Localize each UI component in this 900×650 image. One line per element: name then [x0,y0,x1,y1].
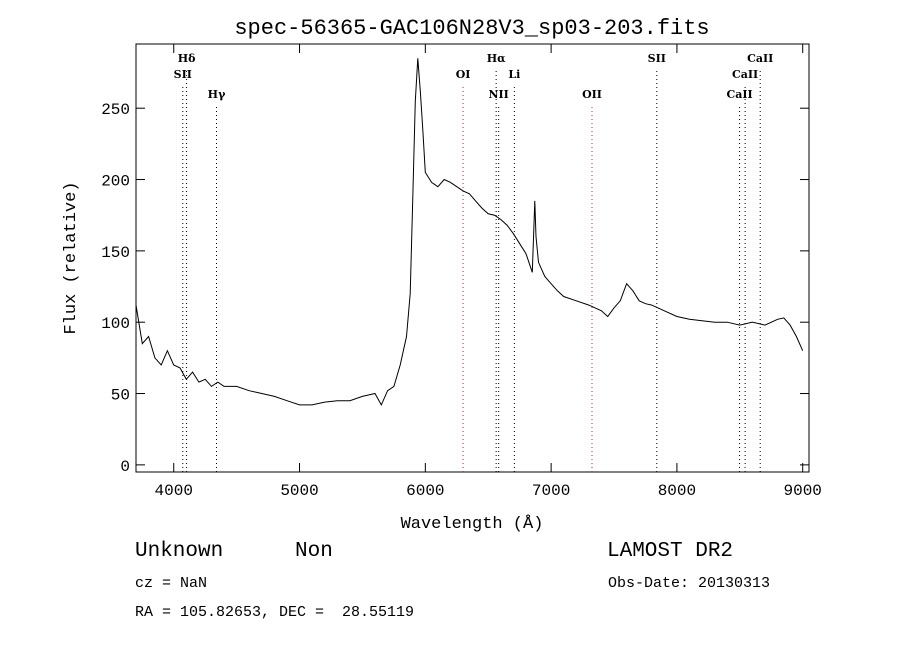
x-tick-label: 9000 [784,482,822,500]
x-tick-label: 8000 [658,482,696,500]
line-marker-label: OI [456,68,471,81]
line-marker-label: Li [508,68,520,81]
spectral-subclass: Non [295,540,333,563]
spectrum-line [135,58,804,407]
axis-ticks: 4000 5000 6000 7000 8000 9000 0 50 100 150 200 250 [101,44,822,500]
chart-title: spec-56365-GAC106N28V3_sp03-203.fits [234,16,709,41]
x-tick-label: 6000 [406,482,444,500]
spectral-class: Unknown [135,540,224,563]
y-tick-label: 50 [111,387,130,405]
y-axis-label: Flux (relative) [62,181,81,334]
y-tick-label: 150 [101,244,130,262]
line-marker-label: SII [174,68,192,81]
y-tick-label: 0 [120,458,130,476]
redshift-readout: cz = NaN [135,575,208,592]
line-marker-label: Hδ [178,52,196,65]
line-marker-label: Hγ [208,88,226,101]
x-tick-label: 7000 [532,482,570,500]
survey-name: LAMOST DR2 [607,540,734,563]
coordinates-readout: RA = 105.82653, DEC = 28.55119 [135,604,415,621]
line-marker-label: NII [488,88,508,101]
line-marker-label: Hα [487,52,506,65]
x-tick-label: 4000 [155,482,193,500]
y-tick-label: 250 [101,101,130,119]
line-marker-label: CaII [726,88,752,101]
y-tick-label: 100 [101,315,130,333]
line-marker-label: CaII [747,52,773,65]
observation-date: Obs-Date: 20130313 [608,575,771,592]
y-tick-label: 200 [101,173,130,191]
line-marker-label: CaII [732,68,758,81]
plot-frame [135,43,810,473]
x-tick-label: 5000 [280,482,318,500]
line-marker-label: OII [582,88,602,101]
x-axis-label: Wavelength (Å) [401,515,544,534]
line-marker-label: SII [648,52,666,65]
